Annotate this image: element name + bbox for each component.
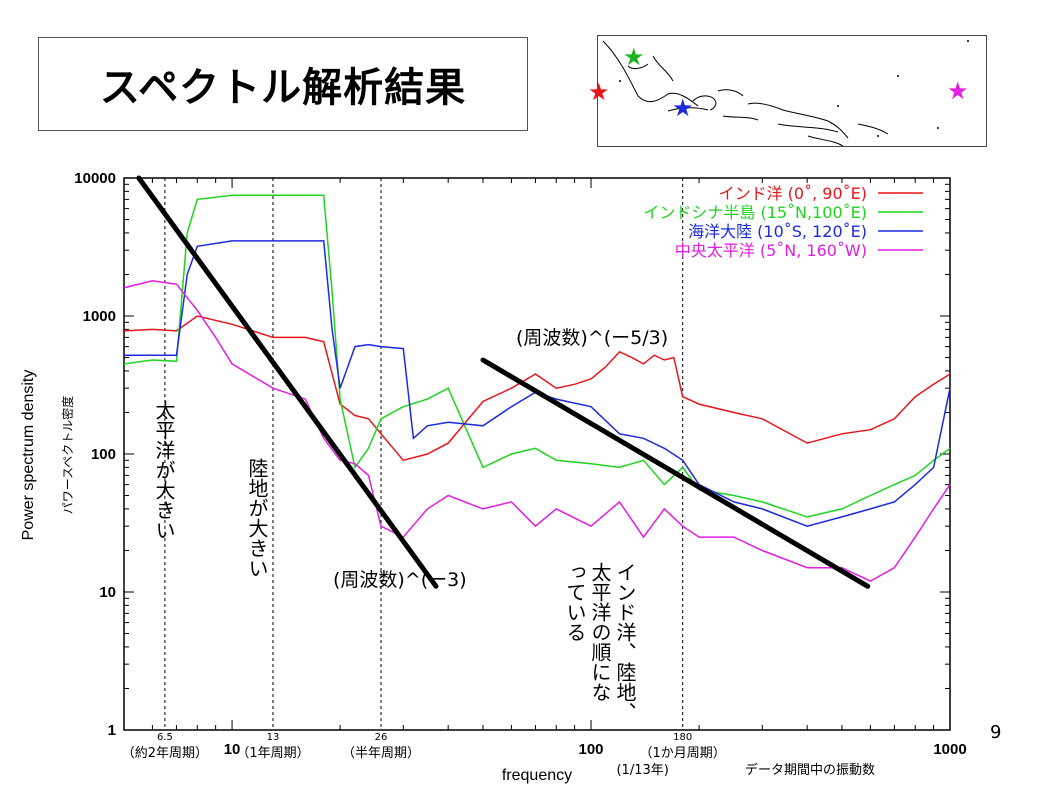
series-line-3: [124, 240, 951, 527]
star-red-icon: ★: [588, 78, 610, 106]
period-marker-note: （約2年周期）: [122, 746, 208, 761]
series-line-2: [123, 194, 951, 518]
period-marker-note: （1か月周期）: [640, 746, 726, 761]
y-tick-label: 1: [108, 722, 116, 739]
period-marker-value: 13: [267, 732, 280, 743]
legend-label: 海洋大陸 (10˚S, 120˚E): [688, 222, 867, 241]
slope-reference-line-2: [480, 357, 871, 589]
y-axis-label-ja: パワースペクトル密度: [60, 396, 75, 515]
map-coastlines: [602, 40, 969, 146]
period-marker-value: 6.5: [157, 732, 173, 743]
x-axis-label: frequency: [502, 767, 572, 784]
plot-frame: [123, 177, 951, 731]
x-tick-label: 1000: [933, 741, 966, 758]
order-note-line3: っている: [563, 562, 587, 642]
page-number: 9: [990, 722, 1002, 743]
legend-label: インドシナ半島 (15˚N,100˚E): [643, 203, 867, 222]
series-line-1: [123, 315, 951, 462]
pacific-large-note: 太平洋が大きい: [152, 400, 176, 540]
period-marker-value: 26: [375, 732, 388, 743]
legend-label: 中央太平洋 (5˚N, 160˚W): [675, 241, 867, 260]
y-axis-label: Power spectrum density: [20, 370, 37, 541]
land-large-note: 陸地が大きい: [245, 458, 269, 578]
slope-minus3-label: (周波数)^(ー3): [333, 569, 467, 591]
star-magenta-icon: ★: [947, 77, 969, 105]
y-tick-label: 10: [99, 584, 116, 601]
series-line-4: [123, 280, 951, 582]
page-title: スペクトル解析結果: [38, 37, 528, 131]
y-tick-label: 100: [91, 446, 116, 463]
star-green-icon: ★: [623, 43, 645, 71]
y-tick-label: 10000: [74, 170, 116, 187]
star-blue-icon: ★: [672, 94, 694, 122]
legend-label: インド洋 (0˚, 90˚E): [719, 184, 867, 203]
slope-reference-line-1: [136, 175, 439, 589]
order-note-line1: インド洋、陸地、: [613, 562, 637, 722]
period-marker-value: 180: [673, 732, 692, 743]
x-tick-label: 10: [224, 741, 241, 758]
y-tick-label: 1000: [83, 308, 116, 325]
location-map: ★ ★ ★: [597, 35, 987, 147]
period-marker-note-180b: (1/13年): [616, 763, 668, 778]
slope-minus53-label: (周波数)^(ー5/3): [516, 327, 669, 349]
period-marker-note: （半年周期）: [342, 746, 420, 761]
order-note-line2: 太平洋の順にな: [588, 562, 612, 702]
x-tick-label: 100: [579, 741, 604, 758]
x-axis-note: データ期間中の振動数: [745, 762, 875, 778]
period-marker-note: （1年周期）: [236, 746, 309, 761]
